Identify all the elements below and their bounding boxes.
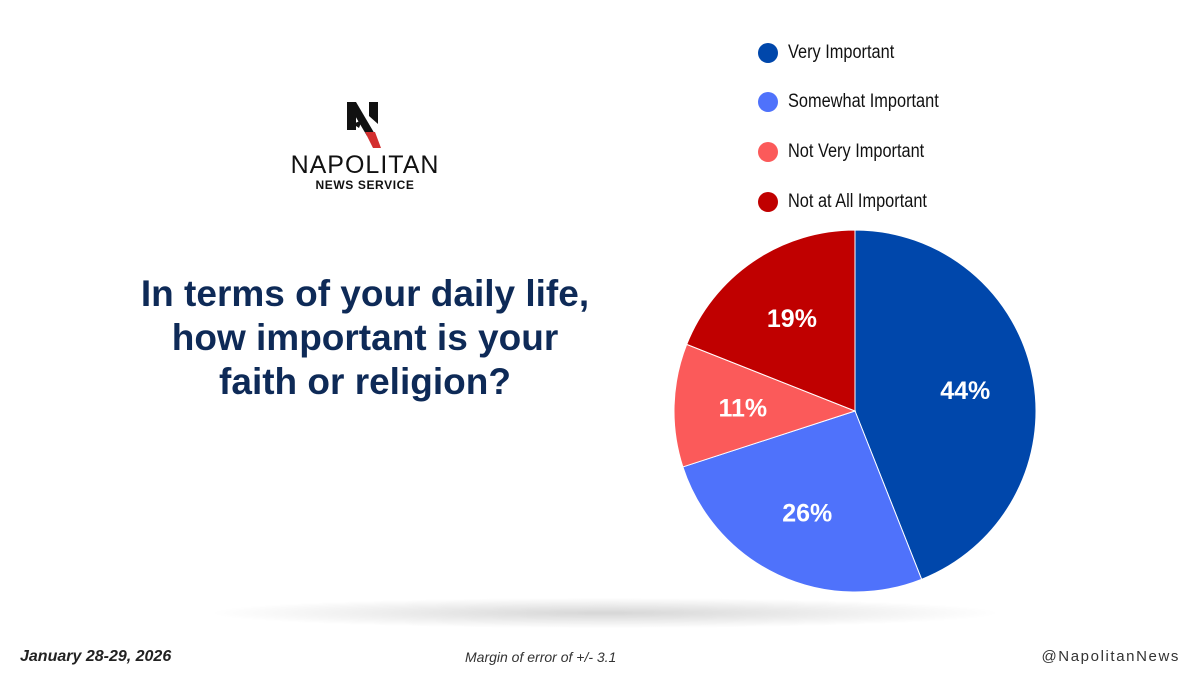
napolitan-n-logo-icon <box>347 102 381 148</box>
pie-slice <box>686 229 856 412</box>
slice-data-label: 44% <box>940 377 990 405</box>
card-shadow <box>215 598 995 628</box>
pie-slice <box>673 343 857 468</box>
chart-legend: Very Important Somewhat Important Not Very… <box>758 28 1018 226</box>
social-handle: @NapolitanNews <box>1041 648 1180 665</box>
pie-slice <box>854 229 1037 580</box>
question-line-1: In terms of your daily life, <box>140 273 590 314</box>
legend-swatch <box>758 191 778 212</box>
legend-item: Not at All Important <box>758 177 1018 227</box>
legend-label: Somewhat Important <box>788 91 939 113</box>
legend-item: Somewhat Important <box>758 78 1018 128</box>
legend-item: Very Important <box>758 28 1018 78</box>
survey-question: In terms of your daily life, how importa… <box>100 272 630 404</box>
legend-label: Very Important <box>788 41 895 63</box>
brand-name: NAPOLITAN <box>290 151 440 179</box>
napolitan-logo: NAPOLITAN NEWS SERVICE <box>280 98 450 198</box>
legend-swatch <box>758 92 778 113</box>
legend-label: Not Very Important <box>788 140 925 162</box>
margin-of-error: Margin of error of +/- 3.1 <box>465 649 617 665</box>
pie-chart-svg: 44% 26% 11% 19% <box>673 229 1037 593</box>
brand-subname: NEWS SERVICE <box>315 178 415 192</box>
legend-item: Not Very Important <box>758 127 1018 177</box>
survey-date: January 28-29, 2026 <box>20 648 172 665</box>
slice-data-label: 19% <box>767 305 817 333</box>
legend-swatch <box>758 42 778 63</box>
slice-data-label: 11% <box>718 394 767 422</box>
question-line-3: faith or religion? <box>219 361 511 402</box>
pie-chart: 44% 26% 11% 19% <box>660 218 1050 608</box>
legend-label: Not at All Important <box>788 190 927 212</box>
legend-swatch <box>758 141 778 162</box>
question-line-2: how important is your <box>171 317 559 358</box>
slice-data-label: 26% <box>782 500 832 528</box>
pie-slice <box>682 410 923 593</box>
